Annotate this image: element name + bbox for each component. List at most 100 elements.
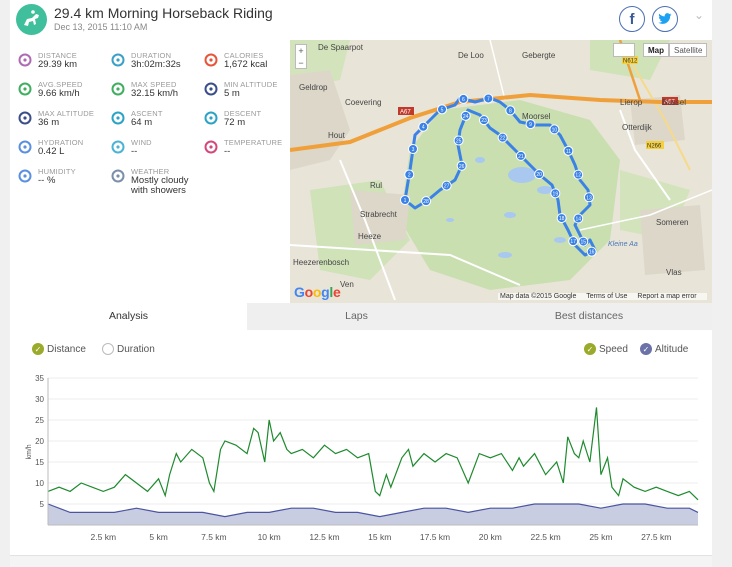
tab-best-distances[interactable]: Best distances — [466, 303, 712, 330]
road-label: N612 — [623, 59, 638, 65]
tab-analysis[interactable]: Analysis — [10, 303, 247, 330]
map-place-label: Rul — [370, 181, 383, 190]
checkbox-unchecked-icon — [102, 343, 114, 355]
route-marker[interactable] — [437, 104, 448, 115]
fullscreen-button[interactable] — [613, 43, 635, 57]
terms-of-use-link[interactable]: Terms of Use — [586, 293, 628, 300]
activity-title: 29.4 km Morning Horseback Riding — [54, 5, 273, 21]
legend-duration-label: Duration — [117, 343, 155, 355]
checkbox-checked-icon: ✓ — [32, 343, 44, 355]
stopwatch-icon — [111, 53, 125, 67]
speed-altitude-chart[interactable]: 5 10 15 20 25 30 35 km/h 2.5 km 5 km 7.5 km 10 km 12… — [10, 368, 712, 550]
stat-value: Mostly cloudy with showers — [131, 175, 189, 196]
route-marker[interactable] — [534, 169, 545, 180]
legend-speed-label: Speed — [599, 343, 628, 355]
altitude-area — [48, 504, 698, 525]
map-place-label: De Spaarpot — [318, 43, 363, 52]
legend-altitude-toggle[interactable]: ✓ Altitude — [640, 343, 688, 355]
route-marker[interactable] — [456, 160, 467, 171]
route-marker[interactable] — [549, 124, 560, 135]
route-marker[interactable] — [460, 110, 471, 121]
stat-distance: DISTANCE 29.39 km — [10, 44, 103, 90]
route-marker[interactable] — [568, 236, 579, 247]
altitude-line — [47, 503, 699, 518]
route-marker[interactable] — [573, 169, 584, 180]
route-marker[interactable] — [515, 150, 526, 161]
y-tick-label: 10 — [35, 479, 44, 488]
route-marker[interactable] — [404, 169, 415, 180]
stat-value: 0.42 L — [38, 146, 65, 157]
stat-min-altitude: MIN ALTITUDE 5 m — [196, 73, 289, 119]
chevron-down-icon[interactable]: ⌄ — [694, 8, 705, 22]
legend-altitude-label: Altitude — [655, 343, 689, 355]
route-marker[interactable] — [441, 180, 452, 191]
route-marker[interactable] — [418, 121, 429, 132]
route-marker[interactable] — [505, 105, 516, 116]
route-marker-label: 23 — [481, 118, 487, 124]
x-tick-label: 7.5 km — [201, 532, 227, 542]
route-marker[interactable] — [453, 135, 464, 146]
route-map[interactable]: 1 2 3 4 5 6 7 8 9 10 11 12 13 14 15 16 17 18 19 20 21 22 23 24 2… — [290, 40, 712, 303]
analysis-tabs: Analysis Laps Best distances — [10, 303, 712, 330]
route-marker[interactable] — [550, 188, 561, 199]
stat-value: 3h:02m:32s — [131, 59, 181, 70]
cloud-rain-icon — [111, 169, 125, 183]
route-marker[interactable] — [478, 115, 489, 126]
route-marker-label: 22 — [500, 136, 506, 142]
zoom-in-button[interactable]: + — [298, 46, 304, 56]
route-marker[interactable] — [407, 144, 418, 155]
road-label: A67 — [664, 100, 675, 106]
stat-calories: CALORIES 1,672 kcal — [196, 44, 289, 90]
activity-header: 29.4 km Morning Horseback Riding Dec 13,… — [10, 0, 712, 40]
route-marker-label: 17 — [570, 239, 576, 245]
route-marker[interactable] — [497, 132, 508, 143]
x-tick-label: 27.5 km — [641, 532, 671, 542]
map-place-label: Strabrecht — [360, 210, 397, 219]
route-marker[interactable] — [583, 192, 594, 203]
route-marker-label: 13 — [586, 195, 592, 201]
route-marker[interactable] — [586, 246, 597, 257]
map-place-label: Moorsel — [522, 112, 551, 121]
map-type-satellite-button[interactable]: Satellite — [669, 43, 708, 57]
twitter-share-button[interactable] — [652, 6, 678, 32]
route-marker[interactable] — [556, 213, 567, 224]
map-place-label: Vlas — [666, 268, 682, 277]
route-marker[interactable] — [563, 145, 574, 156]
route-marker[interactable] — [400, 195, 410, 205]
route-marker-label: 14 — [575, 216, 581, 222]
checkbox-checked-icon: ✓ — [640, 343, 652, 355]
zoom-out-button[interactable]: − — [298, 58, 304, 68]
page-scrollbar[interactable] — [714, 0, 732, 567]
route-marker[interactable] — [525, 119, 536, 130]
route-marker[interactable] — [573, 213, 584, 224]
route-marker[interactable] — [483, 93, 494, 104]
route-marker[interactable] — [458, 93, 469, 104]
map-type-control: Map Satellite — [613, 43, 708, 57]
report-map-error-link[interactable]: Report a map error — [637, 293, 697, 300]
map-zoom-control[interactable]: + − — [295, 44, 307, 69]
route-marker[interactable] — [578, 236, 589, 247]
facebook-share-button[interactable]: f — [619, 6, 645, 32]
route-marker-label: 27 — [444, 184, 450, 190]
route-marker-label: 4 — [422, 125, 425, 131]
stat-label: MAX ALTITUDE — [38, 109, 95, 118]
map-type-map-button[interactable]: Map — [643, 43, 669, 57]
map-place-label: Lierop — [620, 98, 643, 107]
legend-distance-toggle[interactable]: ✓ Distance — [32, 343, 86, 355]
route-marker-label: 6 — [462, 97, 465, 103]
stat-value: 1,672 kcal — [224, 59, 268, 70]
tab-laps[interactable]: Laps — [247, 303, 466, 330]
route-marker-label: 19 — [553, 191, 559, 197]
legend-duration-toggle[interactable]: Duration — [102, 343, 155, 355]
wind-icon — [111, 140, 125, 154]
route-marker[interactable] — [421, 196, 432, 207]
horse-riding-icon — [16, 4, 47, 35]
legend-speed-toggle[interactable]: ✓ Speed — [584, 343, 628, 355]
y-tick-label: 35 — [35, 374, 44, 383]
stat-label: AVG.SPEED — [38, 80, 83, 89]
map-place-label: Geldrop — [299, 83, 328, 92]
road-label: A67 — [400, 110, 411, 116]
water-drops-icon — [18, 140, 32, 154]
stat-value: 36 m — [38, 117, 60, 128]
